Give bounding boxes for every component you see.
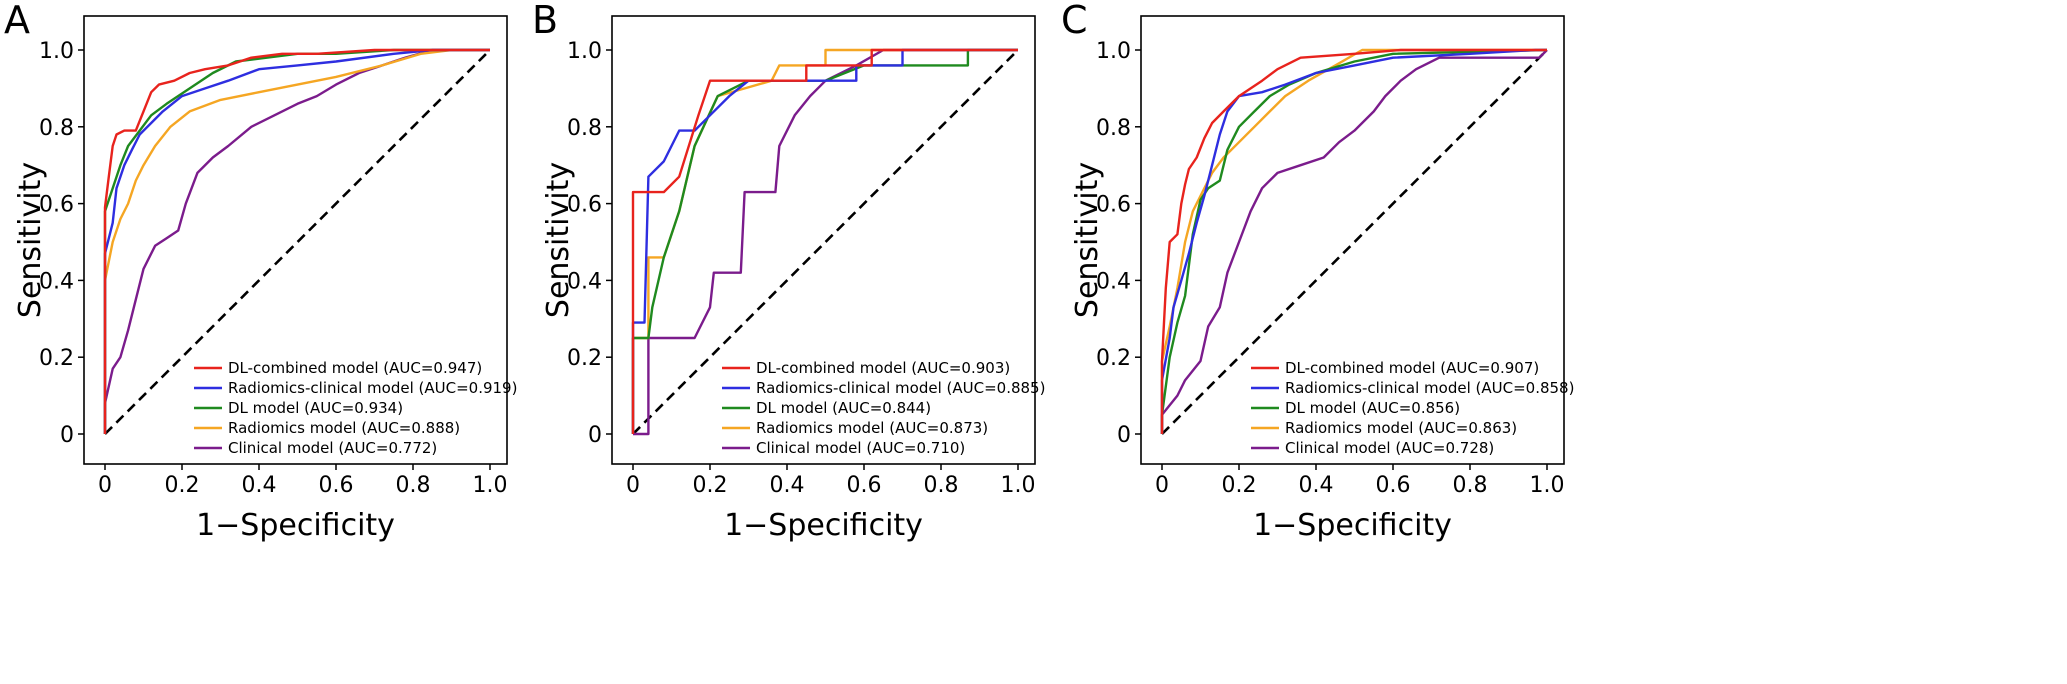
y-tick-label: 0.2: [1096, 346, 1131, 371]
reference-diagonal: [1161, 49, 1548, 435]
x-tick-label: 0.6: [847, 473, 882, 498]
plot-frame: [1140, 15, 1565, 465]
y-tick-label: 0.8: [39, 116, 74, 141]
roc-panel-c: C 0 0.2 0.4 0.6 0.8 1.0 0 0.2 0.4 0.6 0.8 1.0 1−Speci…: [1057, 0, 1746, 684]
x-tick-label: 1.0: [1530, 473, 1565, 498]
panel-letter: B: [532, 0, 558, 42]
x-tick-label: 1.0: [473, 473, 508, 498]
x-tick-label: 0.4: [1299, 473, 1334, 498]
y-tick-label: 0.8: [567, 116, 602, 141]
legend-entry: DL model (AUC=0.856): [1285, 399, 1460, 417]
y-tick-label: 1.0: [567, 39, 602, 64]
roc-chart-c: C 0 0.2 0.4 0.6 0.8 1.0 0 0.2 0.4 0.6 0.8 1.0 1−Speci…: [1061, 0, 1574, 543]
plot-frame: [83, 15, 508, 465]
y-axis-title: Sensitivity: [541, 162, 576, 318]
x-tick-label: 0.8: [396, 473, 431, 498]
legend-entry: Radiomics model (AUC=0.873): [756, 419, 988, 437]
x-tick-label: 0.6: [1376, 473, 1411, 498]
y-tick-label: 0: [60, 423, 74, 448]
y-tick-label: 0.8: [1096, 116, 1131, 141]
y-axis-title: Sensitivity: [13, 162, 48, 318]
roc-curve-5: [103, 48, 490, 434]
roc-chart-a: A 0 0.2 0.4 0.6 0.8 1.0 0 0.2 0.4 0.6 0.8 1.0 1−Speci…: [4, 0, 517, 543]
legend-entry: Radiomics-clinical model (AUC=0.919): [228, 379, 517, 397]
roc-curve-1: [631, 48, 1018, 434]
roc-curve-5: [1160, 49, 1548, 434]
legend-entry: DL model (AUC=0.844): [756, 399, 931, 417]
y-tick-label: 0.4: [1096, 269, 1131, 294]
x-axis-title: 1−Specificity: [724, 508, 923, 543]
x-tick-label: 0.2: [165, 473, 200, 498]
x-tick-label: 0.2: [693, 473, 728, 498]
roc-curve-2: [103, 48, 490, 434]
legend-entry: DL-combined model (AUC=0.947): [228, 359, 482, 377]
y-tick-label: 0.4: [567, 269, 602, 294]
legend-entry: Radiomics-clinical model (AUC=0.858): [1285, 379, 1574, 397]
roc-curve-4: [103, 48, 490, 434]
roc-curve-1: [103, 48, 490, 434]
legend-entry: DL-combined model (AUC=0.907): [1285, 359, 1539, 377]
legend-entry: Clinical model (AUC=0.772): [228, 439, 437, 457]
plot-frame: [611, 15, 1036, 465]
reference-diagonal: [632, 49, 1019, 435]
y-tick-label: 0.2: [39, 346, 74, 371]
roc-curve-2: [631, 48, 1018, 434]
y-axis-title: Sensitivity: [1070, 162, 1105, 318]
x-tick-label: 0.2: [1222, 473, 1257, 498]
legend-entry: Clinical model (AUC=0.710): [756, 439, 965, 457]
y-tick-label: 0.6: [567, 193, 602, 218]
legend-entry: Radiomics model (AUC=0.863): [1285, 419, 1517, 437]
roc-curve-5: [633, 48, 1018, 436]
legend-entry: DL-combined model (AUC=0.903): [756, 359, 1010, 377]
y-tick-label: 0: [1117, 423, 1131, 448]
x-axis-title: 1−Specificity: [1253, 508, 1452, 543]
panel-letter: C: [1061, 0, 1088, 42]
legend-entry: Radiomics-clinical model (AUC=0.885): [756, 379, 1045, 397]
y-tick-label: 1.0: [39, 39, 74, 64]
y-tick-label: 0.6: [1096, 193, 1131, 218]
x-tick-label: 0.4: [242, 473, 277, 498]
legend-entry: Radiomics model (AUC=0.888): [228, 419, 460, 437]
x-tick-label: 0.4: [770, 473, 805, 498]
y-tick-label: 0: [588, 423, 602, 448]
legend-entry: Clinical model (AUC=0.728): [1285, 439, 1494, 457]
roc-chart-b: B 0 0.2 0.4 0.6 0.8 1.0 0 0.2 0.4 0.6 0.8 1.0 1−Speci…: [532, 0, 1045, 543]
x-tick-label: 0: [1155, 473, 1169, 498]
roc-panel-b: B 0 0.2 0.4 0.6 0.8 1.0 0 0.2 0.4 0.6 0.8 1.0 1−Speci…: [528, 0, 1217, 684]
x-tick-label: 0: [98, 473, 112, 498]
x-tick-label: 0.8: [1453, 473, 1488, 498]
roc-curve-2: [1160, 48, 1547, 434]
x-tick-label: 1.0: [1001, 473, 1036, 498]
y-tick-label: 0.4: [39, 269, 74, 294]
panel-letter: A: [4, 0, 30, 42]
roc-curve-3: [631, 48, 1018, 434]
reference-diagonal: [104, 49, 491, 435]
x-tick-label: 0: [626, 473, 640, 498]
roc-panel-a: A 0 0.2 0.4 0.6 0.8 1.0 0 0.2 0.4 0.6 0.8 1.0 1−Speci…: [0, 0, 689, 684]
y-tick-label: 0.6: [39, 193, 74, 218]
roc-curve-1: [1160, 48, 1547, 434]
x-tick-label: 0.6: [319, 473, 354, 498]
y-tick-label: 1.0: [1096, 39, 1131, 64]
x-axis-title: 1−Specificity: [196, 508, 395, 543]
y-tick-label: 0.2: [567, 346, 602, 371]
legend-entry: DL model (AUC=0.934): [228, 399, 403, 417]
x-tick-label: 0.8: [924, 473, 959, 498]
